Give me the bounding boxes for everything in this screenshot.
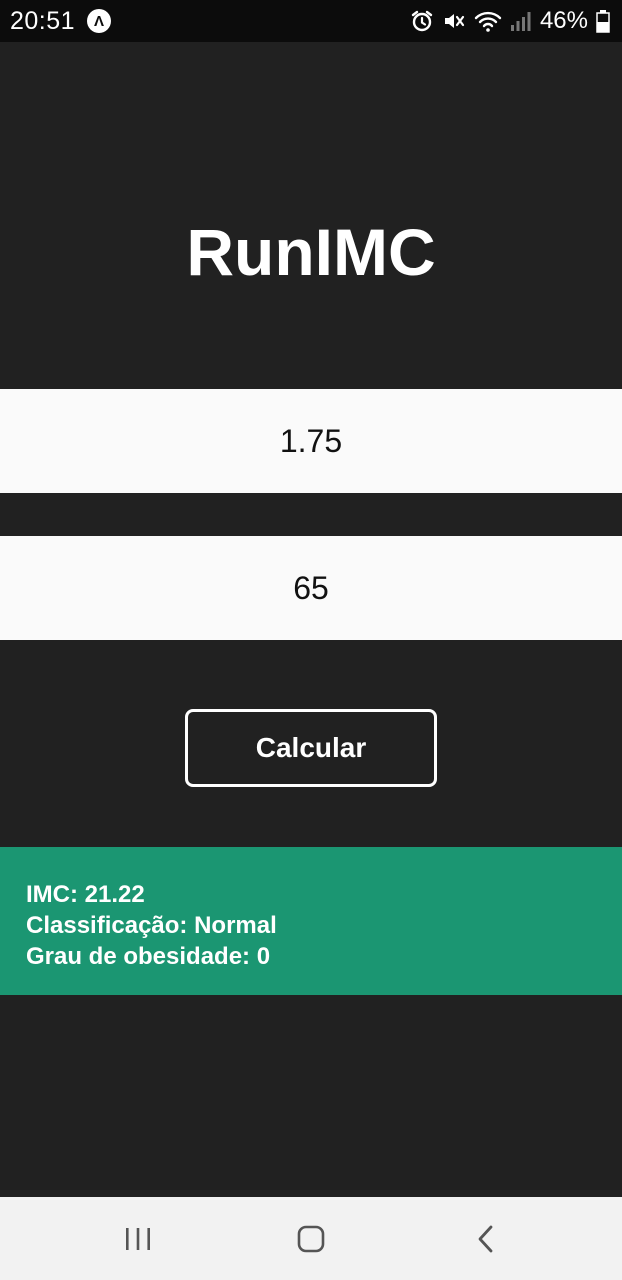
recents-icon[interactable] [98,1197,178,1280]
imc-result: IMC: 21.22 [26,881,145,908]
height-input[interactable] [0,389,622,493]
navigation-bar [0,1197,622,1280]
wifi-icon [474,9,502,33]
expo-icon: Λ [87,9,112,33]
weight-input[interactable] [0,536,622,640]
classification-result: Classificação: Normal [26,912,277,939]
app-title: RunIMC [186,215,436,289]
back-icon[interactable] [446,1197,526,1280]
calculate-button[interactable]: Calcular [185,709,437,787]
status-time: 20:51 [10,6,76,35]
signal-icon [510,10,532,32]
status-right: 46% [410,7,610,35]
mute-icon [442,9,466,33]
status-bar: 20:51 Λ [0,0,622,42]
alarm-icon [410,9,434,33]
home-icon[interactable] [271,1197,351,1280]
battery-icon [596,9,610,33]
status-left: 20:51 Λ [10,6,112,36]
obesity-degree-result: Grau de obesidade: 0 [26,943,271,970]
result-panel: IMC: 21.22 Classificação: Normal Grau de… [0,847,622,995]
battery-percent: 46% [539,7,588,34]
